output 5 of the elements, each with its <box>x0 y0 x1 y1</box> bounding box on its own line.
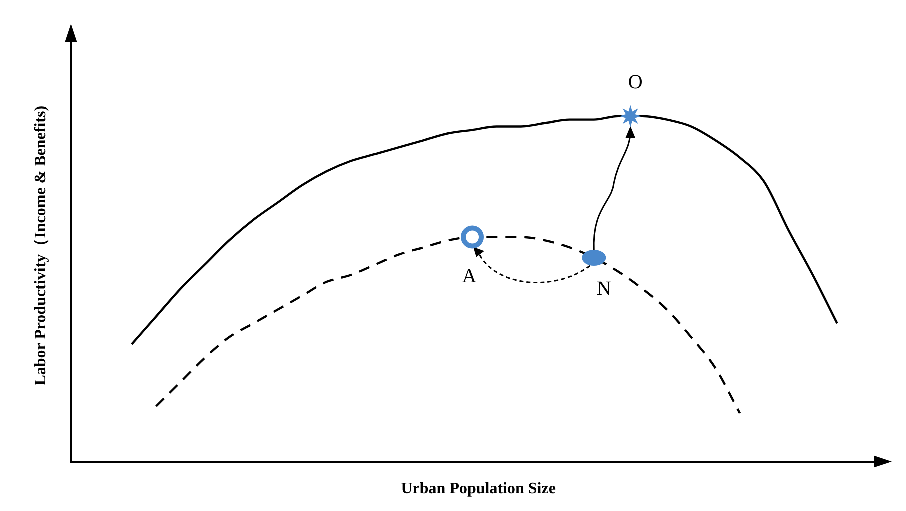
x-axis-title: Urban Population Size <box>401 480 556 498</box>
annotation: A <box>462 265 478 288</box>
y-axis-title: Labor Productivity（Income & Benefits) <box>32 106 50 386</box>
text: O <box>628 71 643 94</box>
annotation: N <box>596 278 612 300</box>
